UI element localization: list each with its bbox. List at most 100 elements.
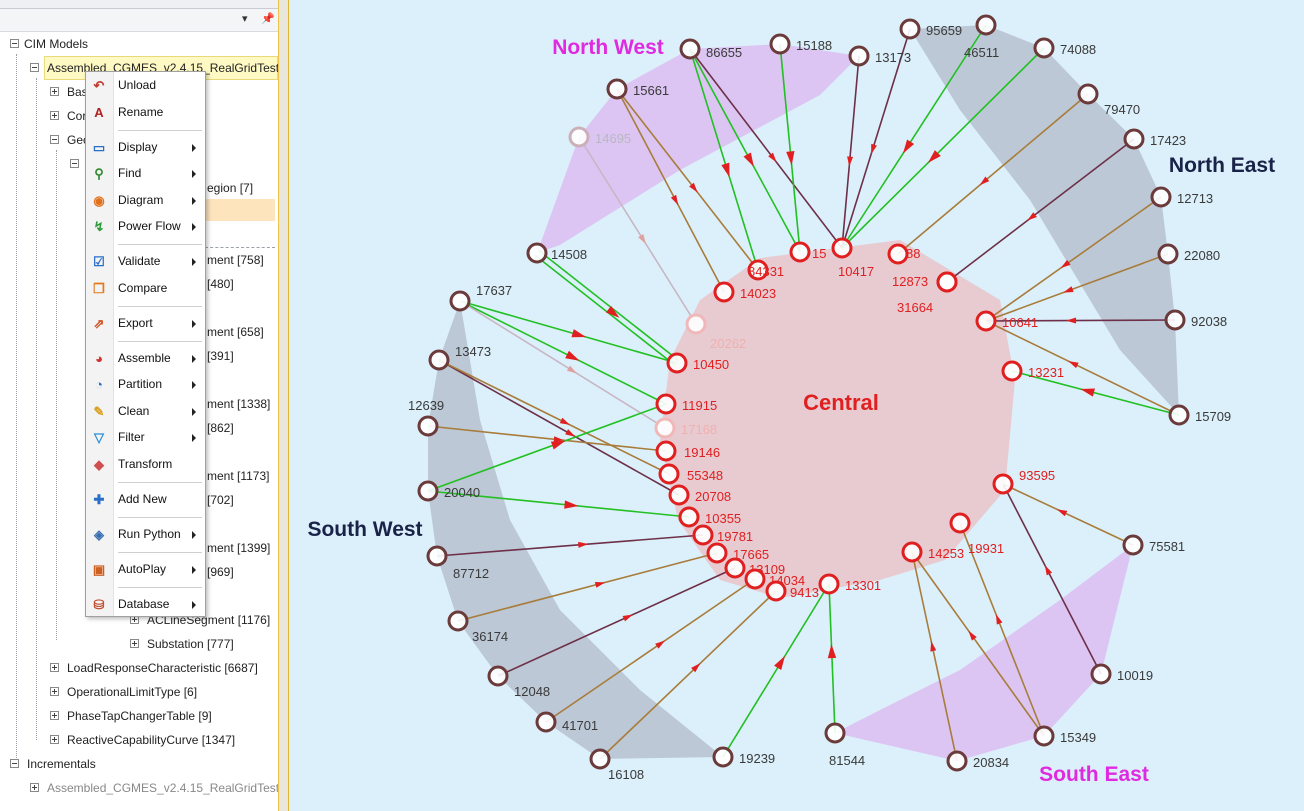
node-17168[interactable] xyxy=(654,417,676,439)
panel-splitter[interactable] xyxy=(278,0,289,811)
menu-item-power-flow[interactable]: ↯ Power Flow xyxy=(86,215,205,239)
node-84331[interactable] xyxy=(747,259,769,281)
node-15188[interactable] xyxy=(769,33,791,55)
tree-node-fragment[interactable]: [391] xyxy=(207,349,234,363)
expand-icon[interactable] xyxy=(50,711,59,720)
node-16108[interactable] xyxy=(589,748,611,770)
tree-node-fragment[interactable]: ment [758] xyxy=(207,253,264,267)
node-20708[interactable] xyxy=(668,484,690,506)
node-10641[interactable] xyxy=(975,310,997,332)
node-95659[interactable] xyxy=(899,18,921,40)
node-17423[interactable] xyxy=(1123,128,1145,150)
expand-icon[interactable] xyxy=(50,735,59,744)
node-87712[interactable] xyxy=(426,545,448,567)
menu-item-run-python[interactable]: ◈ Run Python xyxy=(86,523,205,547)
node-46511[interactable] xyxy=(975,14,997,36)
node-10355[interactable] xyxy=(678,506,700,528)
node-20834[interactable] xyxy=(946,750,968,772)
node-15[interactable] xyxy=(789,241,811,263)
node-17665[interactable] xyxy=(706,542,728,564)
expand-icon[interactable] xyxy=(130,639,139,648)
node-13173[interactable] xyxy=(848,45,870,67)
tree-node-fragment[interactable]: ment [1338] xyxy=(207,397,271,411)
node-9413[interactable] xyxy=(765,580,787,602)
collapse-icon[interactable] xyxy=(70,159,79,168)
menu-item-validate[interactable]: ☑ Validate xyxy=(86,250,205,274)
menu-item-find[interactable]: ⚲ Find xyxy=(86,162,205,186)
node-14695[interactable] xyxy=(568,126,590,148)
node-86655[interactable] xyxy=(679,38,701,60)
node-17637[interactable] xyxy=(449,290,471,312)
node-11915[interactable] xyxy=(655,393,677,415)
tree-node-fragment[interactable]: [480] xyxy=(207,277,234,291)
collapse-icon[interactable] xyxy=(50,135,59,144)
node-81544[interactable] xyxy=(824,722,846,744)
node-12048[interactable] xyxy=(487,665,509,687)
node-75581[interactable] xyxy=(1122,534,1144,556)
node-93595[interactable] xyxy=(992,473,1014,495)
tree-node-fragment[interactable]: ment [1399] xyxy=(207,541,271,555)
menu-item-display[interactable]: ▭ Display xyxy=(86,136,205,160)
node-12639[interactable] xyxy=(417,415,439,437)
node-13473[interactable] xyxy=(428,349,450,371)
node-20040[interactable] xyxy=(417,480,439,502)
network-diagram-canvas[interactable]: 86655 15188 13173 95659 46511 74088 15661 14695… xyxy=(289,0,1304,811)
node-19781[interactable] xyxy=(692,524,714,546)
node-14034[interactable] xyxy=(744,568,766,590)
tree-node-fragment[interactable]: ment [1173] xyxy=(207,469,270,483)
node-10417[interactable] xyxy=(831,237,853,259)
node-79470[interactable] xyxy=(1077,83,1099,105)
node-15709[interactable] xyxy=(1168,404,1190,426)
node-74088[interactable] xyxy=(1033,37,1055,59)
menu-item-export[interactable]: ⇗ Export xyxy=(86,312,205,336)
node-20262[interactable] xyxy=(685,313,707,335)
tree-node-fragment[interactable]: ment [658] xyxy=(207,325,264,339)
node-36174[interactable] xyxy=(447,610,469,632)
node-10450[interactable] xyxy=(666,352,688,374)
menu-item-clean[interactable]: ✎ Clean xyxy=(86,400,205,424)
node-55348[interactable] xyxy=(658,463,680,485)
menu-item-filter[interactable]: ▽ Filter xyxy=(86,426,205,450)
menu-item-transform[interactable]: ◆ Transform xyxy=(86,453,205,477)
collapse-icon[interactable] xyxy=(10,39,19,48)
node-14508[interactable] xyxy=(526,242,548,264)
menu-item-database[interactable]: ⛁ Database xyxy=(86,593,205,617)
node-31664[interactable] xyxy=(936,271,958,293)
expand-icon[interactable] xyxy=(50,111,59,120)
expand-icon[interactable] xyxy=(50,663,59,672)
menu-item-diagram[interactable]: ◉ Diagram xyxy=(86,189,205,213)
pane-menu-dropdown-icon[interactable]: ▾ xyxy=(242,13,248,25)
node-19931[interactable] xyxy=(949,512,971,534)
expand-icon[interactable] xyxy=(30,783,39,792)
node-15661[interactable] xyxy=(606,78,628,100)
collapse-icon[interactable] xyxy=(10,759,19,768)
node-15349[interactable] xyxy=(1033,725,1055,747)
node-14023[interactable] xyxy=(713,281,735,303)
menu-item-rename[interactable]: A Rename xyxy=(86,101,205,125)
node-14253[interactable] xyxy=(901,541,923,563)
node-41701[interactable] xyxy=(535,711,557,733)
node-13109[interactable] xyxy=(724,557,746,579)
menu-item-autoplay[interactable]: ▣ AutoPlay xyxy=(86,558,205,582)
menu-item-partition[interactable]: ◔ Partition xyxy=(86,373,205,397)
menu-item-compare[interactable]: ❐ Compare xyxy=(86,277,205,301)
expand-icon[interactable] xyxy=(50,87,59,96)
node-10019[interactable] xyxy=(1090,663,1112,685)
node-19146[interactable] xyxy=(655,440,677,462)
pin-icon[interactable]: 📌 xyxy=(261,13,275,25)
tree-node-fragment[interactable]: [969] xyxy=(207,565,234,579)
expand-icon[interactable] xyxy=(50,687,59,696)
node-13301[interactable] xyxy=(818,573,840,595)
tree-node-fragment[interactable]: egion [7] xyxy=(207,181,254,195)
node-19239[interactable] xyxy=(712,746,734,768)
menu-item-assemble[interactable]: ◕ Assemble xyxy=(86,347,205,371)
menu-item-unload[interactable]: ↶ Unload xyxy=(86,74,205,98)
node-13231[interactable] xyxy=(1001,360,1023,382)
tree-node-fragment[interactable]: [862] xyxy=(207,421,234,435)
node-12713[interactable] xyxy=(1150,186,1172,208)
node-88[interactable] xyxy=(887,243,909,265)
menu-item-add-new[interactable]: ✚ Add New xyxy=(86,488,205,512)
tree-node-fragment[interactable]: [702] xyxy=(207,493,234,507)
node-22080[interactable] xyxy=(1157,243,1179,265)
collapse-icon[interactable] xyxy=(30,63,39,72)
